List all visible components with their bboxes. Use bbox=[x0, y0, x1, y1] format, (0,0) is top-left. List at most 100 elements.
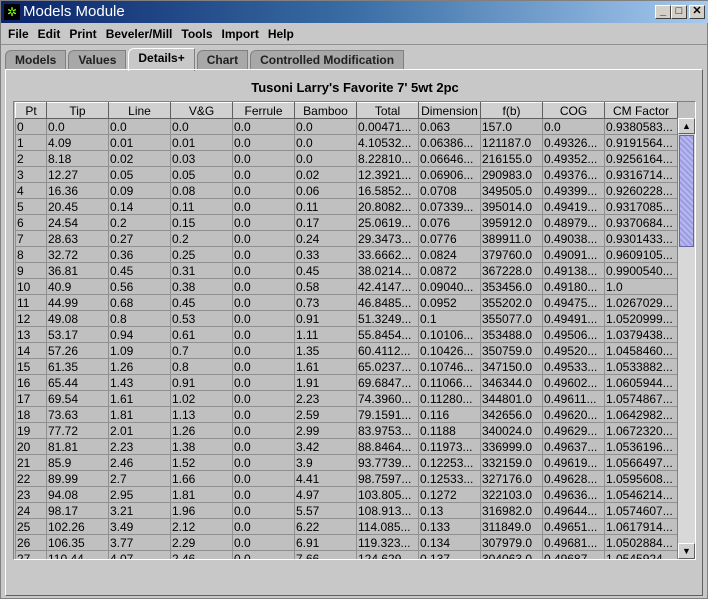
table-cell[interactable]: 0.49636... bbox=[542, 486, 605, 503]
table-cell[interactable]: 3.9 bbox=[294, 454, 357, 471]
table-cell[interactable]: 24.54 bbox=[46, 214, 109, 231]
table-cell[interactable]: 1.96 bbox=[170, 502, 233, 519]
table-cell[interactable]: 0.0 bbox=[232, 358, 295, 375]
table-cell[interactable]: 0.0 bbox=[232, 390, 295, 407]
table-row[interactable]: 11 44.99 0.68 0.45 0.0 0.73 46.8485... 0.0952 35… bbox=[15, 294, 678, 311]
table-cell[interactable]: 3.49 bbox=[108, 518, 171, 535]
table-cell[interactable]: 124.629... bbox=[356, 550, 419, 559]
table-cell[interactable]: 2.46 bbox=[108, 454, 171, 471]
table-cell[interactable]: 11 bbox=[15, 294, 47, 311]
table-cell[interactable]: 1.61 bbox=[294, 358, 357, 375]
table-cell[interactable]: 322103.0 bbox=[480, 486, 543, 503]
tab-details-[interactable]: Details+ bbox=[128, 48, 195, 71]
table-cell[interactable]: 0.0 bbox=[294, 150, 357, 167]
table-cell[interactable]: 0.11066... bbox=[418, 374, 481, 391]
table-row[interactable]: 8 32.72 0.36 0.25 0.0 0.33 33.6662... 0.0824 379… bbox=[15, 246, 678, 263]
column-header[interactable]: Pt bbox=[15, 102, 47, 119]
vertical-scrollbar[interactable]: ▲ ▼ bbox=[677, 118, 695, 559]
table-cell[interactable]: 1.0458460... bbox=[604, 342, 678, 359]
table-row[interactable]: 18 73.63 1.81 1.13 0.0 2.59 79.1591... 0.116 342… bbox=[15, 406, 678, 423]
table-cell[interactable]: 38.0214... bbox=[356, 262, 419, 279]
table-cell[interactable]: 1.0546214... bbox=[604, 486, 678, 503]
column-header[interactable]: COG bbox=[542, 102, 605, 119]
table-cell[interactable]: 12.3921... bbox=[356, 166, 419, 183]
table-row[interactable]: 7 28.63 0.27 0.2 0.0 0.24 29.3473... 0.0776 3899… bbox=[15, 230, 678, 247]
table-cell[interactable]: 5 bbox=[15, 198, 47, 215]
table-cell[interactable]: 0.91 bbox=[294, 310, 357, 327]
table-cell[interactable]: 0.68 bbox=[108, 294, 171, 311]
table-cell[interactable]: 12 bbox=[15, 310, 47, 327]
table-cell[interactable]: 0.0 bbox=[232, 294, 295, 311]
table-cell[interactable]: 0.05 bbox=[170, 166, 233, 183]
table-cell[interactable]: 106.35 bbox=[46, 534, 109, 551]
table-cell[interactable]: 53.17 bbox=[46, 326, 109, 343]
table-cell[interactable]: 6 bbox=[15, 214, 47, 231]
table-cell[interactable]: 311849.0 bbox=[480, 518, 543, 535]
table-cell[interactable]: 88.8464... bbox=[356, 438, 419, 455]
table-cell[interactable]: 0.48979... bbox=[542, 214, 605, 231]
table-cell[interactable]: 0.58 bbox=[294, 278, 357, 295]
table-cell[interactable]: 0.137 bbox=[418, 550, 481, 559]
table-row[interactable]: 1 4.09 0.01 0.01 0.0 0.0 4.10532... 0.06386... 1… bbox=[15, 134, 678, 151]
table-cell[interactable]: 4.97 bbox=[294, 486, 357, 503]
table-cell[interactable]: 0.53 bbox=[170, 310, 233, 327]
column-header[interactable]: Tip bbox=[46, 102, 109, 119]
table-row[interactable]: 23 94.08 2.95 1.81 0.0 4.97 103.805... 0.1272 32… bbox=[15, 486, 678, 503]
table-cell[interactable]: 1.0502884... bbox=[604, 534, 678, 551]
table-cell[interactable]: 2.95 bbox=[108, 486, 171, 503]
table-cell[interactable]: 0.0 bbox=[232, 310, 295, 327]
table-cell[interactable]: 119.323... bbox=[356, 534, 419, 551]
table-cell[interactable]: 1.0536196... bbox=[604, 438, 678, 455]
table-cell[interactable]: 1.0520999... bbox=[604, 310, 678, 327]
table-cell[interactable]: 8.18 bbox=[46, 150, 109, 167]
table-row[interactable]: 19 77.72 2.01 1.26 0.0 2.99 83.9753... 0.1188 34… bbox=[15, 422, 678, 439]
table-cell[interactable]: 32.72 bbox=[46, 246, 109, 263]
table-cell[interactable]: 0.09040... bbox=[418, 278, 481, 295]
table-cell[interactable]: 2.99 bbox=[294, 422, 357, 439]
table-cell[interactable]: 0.02 bbox=[108, 150, 171, 167]
tab-values[interactable]: Values bbox=[68, 50, 127, 70]
table-cell[interactable]: 0.13 bbox=[418, 502, 481, 519]
table-row[interactable]: 9 36.81 0.45 0.31 0.0 0.45 38.0214... 0.0872 367… bbox=[15, 262, 678, 279]
table-cell[interactable]: 4.09 bbox=[46, 134, 109, 151]
table-cell[interactable]: 0.0 bbox=[232, 262, 295, 279]
table-cell[interactable]: 40.9 bbox=[46, 278, 109, 295]
table-cell[interactable]: 0.45 bbox=[170, 294, 233, 311]
table-cell[interactable]: 65.0237... bbox=[356, 358, 419, 375]
column-header[interactable]: V&G bbox=[170, 102, 233, 119]
table-cell[interactable]: 389911.0 bbox=[480, 230, 543, 247]
table-cell[interactable]: 0.06646... bbox=[418, 150, 481, 167]
table-cell[interactable]: 83.9753... bbox=[356, 422, 419, 439]
table-cell[interactable]: 110.44 bbox=[46, 550, 109, 559]
table-cell[interactable]: 344801.0 bbox=[480, 390, 543, 407]
table-cell[interactable]: 8 bbox=[15, 246, 47, 263]
table-cell[interactable]: 1.0605944... bbox=[604, 374, 678, 391]
table-cell[interactable]: 0.0708 bbox=[418, 182, 481, 199]
table-cell[interactable]: 0.134 bbox=[418, 534, 481, 551]
table-cell[interactable]: 0.9609105... bbox=[604, 246, 678, 263]
table-cell[interactable]: 0.06906... bbox=[418, 166, 481, 183]
table-cell[interactable]: 0.01 bbox=[108, 134, 171, 151]
table-cell[interactable]: 0.12253... bbox=[418, 454, 481, 471]
column-header[interactable]: CM Factor bbox=[604, 102, 678, 119]
table-cell[interactable]: 5.57 bbox=[294, 502, 357, 519]
table-cell[interactable]: 0.9316714... bbox=[604, 166, 678, 183]
table-cell[interactable]: 0.0 bbox=[232, 342, 295, 359]
table-cell[interactable]: 0.11973... bbox=[418, 438, 481, 455]
table-cell[interactable]: 0.0 bbox=[294, 118, 357, 135]
table-cell[interactable]: 0.14 bbox=[108, 198, 171, 215]
table-cell[interactable]: 0.49687... bbox=[542, 550, 605, 559]
table-cell[interactable]: 2.23 bbox=[108, 438, 171, 455]
table-cell[interactable]: 12.27 bbox=[46, 166, 109, 183]
table-cell[interactable]: 0.49352... bbox=[542, 150, 605, 167]
table-cell[interactable]: 0.0 bbox=[232, 326, 295, 343]
table-cell[interactable]: 0.49637... bbox=[542, 438, 605, 455]
table-cell[interactable]: 0.0 bbox=[232, 502, 295, 519]
table-row[interactable]: 6 24.54 0.2 0.15 0.0 0.17 25.0619... 0.076 39591… bbox=[15, 214, 678, 231]
menu-import[interactable]: Import bbox=[221, 27, 259, 41]
table-cell[interactable]: 15 bbox=[15, 358, 47, 375]
table-cell[interactable]: 0.49399... bbox=[542, 182, 605, 199]
table-cell[interactable]: 0.49681... bbox=[542, 534, 605, 551]
table-cell[interactable]: 0.49475... bbox=[542, 294, 605, 311]
table-row[interactable]: 12 49.08 0.8 0.53 0.0 0.91 51.3249... 0.1 355077… bbox=[15, 310, 678, 327]
